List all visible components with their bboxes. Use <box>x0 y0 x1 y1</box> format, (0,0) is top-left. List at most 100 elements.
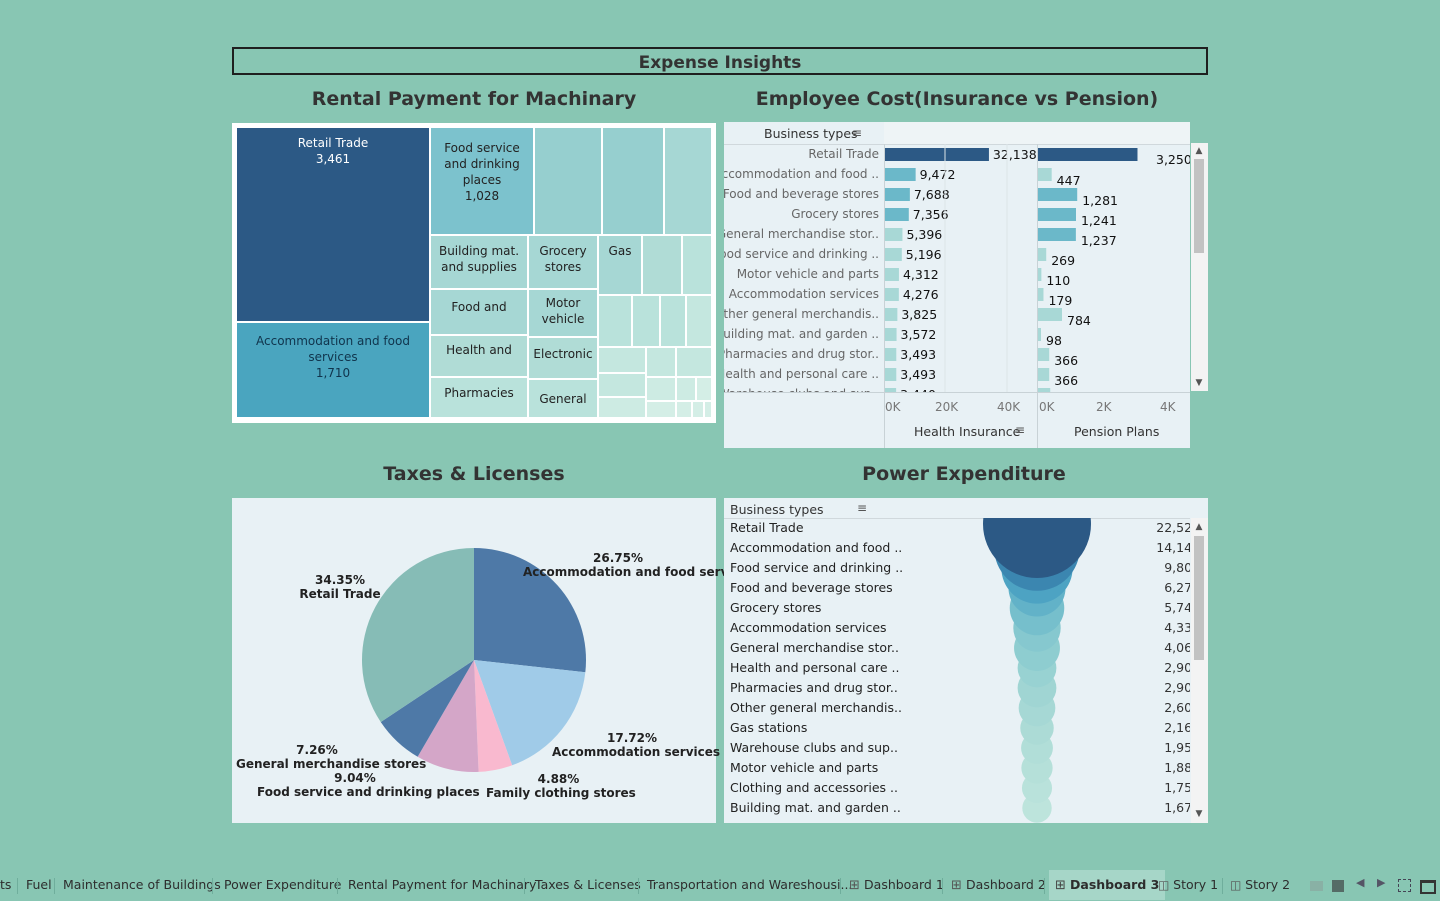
power-row[interactable]: Building mat. and garden .. 1,671 <box>730 798 1190 818</box>
treemap-cell[interactable] <box>692 401 704 418</box>
treemap-cell[interactable] <box>704 401 712 418</box>
health-bar[interactable] <box>885 148 989 161</box>
health-bar[interactable] <box>885 268 899 281</box>
pie-slice[interactable] <box>362 548 474 723</box>
treemap-cell[interactable] <box>696 377 712 401</box>
treemap-cell[interactable] <box>682 235 712 295</box>
taxes-pie-chart[interactable] <box>232 498 716 823</box>
pension-bar[interactable] <box>1038 208 1076 221</box>
scroll-down-icon[interactable]: ▼ <box>1195 378 1203 388</box>
next-sheet-icon[interactable]: ▶ <box>1377 876 1386 889</box>
treemap-cell[interactable] <box>598 397 646 418</box>
power-scrollbar[interactable]: ▲ ▼ <box>1191 518 1208 823</box>
sort-icon[interactable]: ≡ <box>857 501 868 515</box>
pension-bar[interactable] <box>1038 368 1050 381</box>
treemap-cell[interactable] <box>676 347 712 377</box>
power-row[interactable]: General merchandise stor.. 4,067 <box>730 638 1190 658</box>
sort-icon[interactable]: ≡ <box>852 126 863 140</box>
power-row[interactable]: Warehouse clubs and sup.. 1,956 <box>730 738 1190 758</box>
tab-power-expenditure[interactable]: Power Expenditure <box>224 877 342 892</box>
treemap-cell-motor-vehicle[interactable]: Motor vehicle <box>528 289 598 337</box>
treemap-cell[interactable] <box>534 127 602 235</box>
health-bar[interactable] <box>885 248 902 261</box>
treemap-cell-retail-trade[interactable]: Retail Trade 3,461 <box>236 127 430 322</box>
treemap-cell-general[interactable]: General <box>528 379 598 418</box>
treemap-cell[interactable] <box>660 295 686 347</box>
power-row[interactable]: Clothing and accessories .. 1,752 <box>730 778 1190 798</box>
show-filmstrip-icon[interactable] <box>1310 881 1323 891</box>
pension-bar[interactable] <box>1038 268 1042 281</box>
health-bar[interactable] <box>885 328 897 341</box>
pension-bar[interactable] <box>1038 148 1138 161</box>
pie-slice[interactable] <box>474 660 513 772</box>
health-bar[interactable] <box>885 188 910 201</box>
show-tabs-icon[interactable] <box>1332 880 1344 892</box>
power-bubble[interactable] <box>983 518 1091 578</box>
health-bar[interactable] <box>885 348 897 361</box>
scroll-up-icon[interactable]: ▲ <box>1195 522 1203 532</box>
treemap-cell[interactable] <box>598 347 646 373</box>
health-bar[interactable] <box>885 228 903 241</box>
power-row[interactable]: Motor vehicle and parts 1,889 <box>730 758 1190 778</box>
treemap-cell-pharmacies[interactable]: Pharmacies <box>430 377 528 418</box>
pie-slice[interactable] <box>474 660 586 766</box>
employee-cost-scrollbar[interactable]: ▲ ▼ <box>1191 143 1208 391</box>
treemap-cell[interactable] <box>598 295 632 347</box>
treemap-cell-building-mat[interactable]: Building mat. and supplies <box>430 235 528 289</box>
sort-icon[interactable]: ≡ <box>1015 423 1026 437</box>
treemap-cell-accommodation-food[interactable]: Accommodation and food services 1,710 <box>236 322 430 418</box>
health-bar[interactable] <box>885 208 909 221</box>
treemap-cell-health-and[interactable]: Health and <box>430 335 528 377</box>
pension-bar[interactable] <box>1038 168 1052 181</box>
power-row[interactable]: Other general merchandis.. 2,600 <box>730 698 1190 718</box>
treemap-cell[interactable] <box>676 401 692 418</box>
pension-bar[interactable] <box>1038 248 1047 261</box>
treemap-cell[interactable] <box>598 373 646 397</box>
treemap-cell[interactable] <box>646 401 676 418</box>
treemap-cell-electronic[interactable]: Electronic <box>528 337 598 379</box>
treemap-cell-food-service[interactable]: Food service and drinking places 1,028 <box>430 127 534 235</box>
prev-sheet-icon[interactable]: ◀ <box>1356 876 1365 889</box>
treemap-cell-food-and[interactable]: Food and <box>430 289 528 335</box>
pension-bar[interactable] <box>1038 228 1076 241</box>
treemap-cell-grocery[interactable]: Grocery stores <box>528 235 598 289</box>
scroll-thumb[interactable] <box>1194 536 1204 660</box>
treemap-cell[interactable] <box>686 295 712 347</box>
power-row[interactable]: Health and personal care .. 2,902 <box>730 658 1190 678</box>
tab-fuel[interactable]: Fuel <box>26 877 52 892</box>
tab-ts[interactable]: ts <box>0 877 12 892</box>
power-row[interactable]: Retail Trade 22,524 <box>730 518 1190 538</box>
tab-taxes-licenses[interactable]: Taxes & Licenses <box>535 877 641 892</box>
treemap-cell[interactable] <box>642 235 682 295</box>
pension-bar[interactable] <box>1038 348 1050 361</box>
scroll-down-icon[interactable]: ▼ <box>1195 809 1203 819</box>
tab-transportation[interactable]: Transportation and Wareshousi... <box>647 877 853 892</box>
scroll-up-icon[interactable]: ▲ <box>1195 146 1203 156</box>
tab-story-2[interactable]: ◫ Story 2 <box>1230 870 1290 900</box>
health-bar[interactable] <box>885 288 899 301</box>
power-row[interactable]: Food and beverage stores 6,275 <box>730 578 1190 598</box>
treemap-cell[interactable] <box>602 127 664 235</box>
pension-bar[interactable] <box>1038 308 1062 321</box>
pension-bar[interactable] <box>1038 288 1044 301</box>
tab-story-1[interactable]: ◫ Story 1 <box>1158 870 1218 900</box>
treemap-cell[interactable] <box>632 295 660 347</box>
tab-maintenance-buildings[interactable]: Maintenance of Buildings <box>63 877 221 892</box>
pension-bar[interactable] <box>1038 388 1051 392</box>
health-bar[interactable] <box>885 308 898 321</box>
health-bar[interactable] <box>885 388 897 392</box>
rental-treemap[interactable]: Retail Trade 3,461 Accommodation and foo… <box>232 123 716 423</box>
power-row[interactable]: Grocery stores 5,742 <box>730 598 1190 618</box>
tab-dashboard-1[interactable]: ⊞ Dashboard 1 <box>849 870 944 900</box>
scroll-thumb[interactable] <box>1194 159 1204 253</box>
power-row[interactable]: Gas stations 2,163 <box>730 718 1190 738</box>
pie-slice[interactable] <box>380 660 474 757</box>
power-row[interactable]: Accommodation and food .. 14,140 <box>730 538 1190 558</box>
tab-rental-payment[interactable]: Rental Payment for Machinary <box>348 877 537 892</box>
tab-dashboard-2[interactable]: ⊞ Dashboard 2 <box>951 870 1046 900</box>
health-bar[interactable] <box>885 368 897 381</box>
treemap-cell[interactable] <box>676 377 696 401</box>
tab-dashboard-3[interactable]: ⊞ Dashboard 3 <box>1049 870 1166 900</box>
treemap-cell-gas[interactable]: Gas <box>598 235 642 295</box>
fullscreen-icon[interactable] <box>1398 879 1411 892</box>
